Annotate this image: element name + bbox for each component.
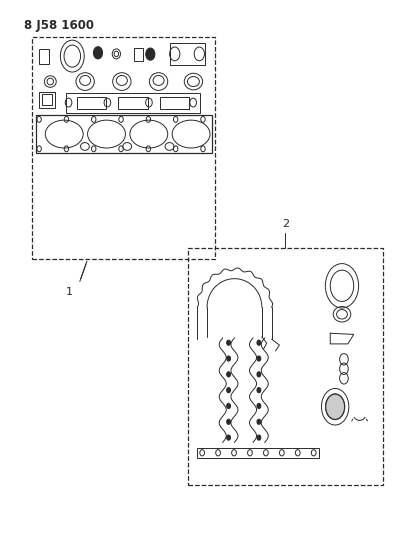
Circle shape [227,419,231,424]
Circle shape [227,340,231,345]
Circle shape [146,48,155,60]
Circle shape [227,356,231,361]
Circle shape [227,387,231,393]
Circle shape [257,435,261,440]
Text: 2: 2 [282,219,289,229]
Text: 8 J58 1600: 8 J58 1600 [24,19,94,31]
Bar [42,94,52,105]
Bar [66,93,200,112]
Bar [134,48,143,61]
Bar [39,92,55,108]
Circle shape [227,435,231,440]
Bar [39,50,49,64]
Circle shape [227,403,231,409]
Bar [197,448,318,458]
Circle shape [93,47,103,59]
Bar [160,96,189,109]
Bar [188,248,383,485]
Circle shape [227,372,231,377]
Circle shape [257,340,261,345]
Circle shape [257,419,261,424]
Circle shape [257,372,261,377]
Bar [77,96,106,109]
Circle shape [325,394,345,420]
Bar [36,115,212,154]
Circle shape [257,403,261,409]
Text: 1: 1 [65,287,73,297]
Bar [170,43,205,64]
Bar [118,96,148,109]
Bar [32,37,215,259]
Circle shape [257,356,261,361]
Circle shape [257,387,261,393]
